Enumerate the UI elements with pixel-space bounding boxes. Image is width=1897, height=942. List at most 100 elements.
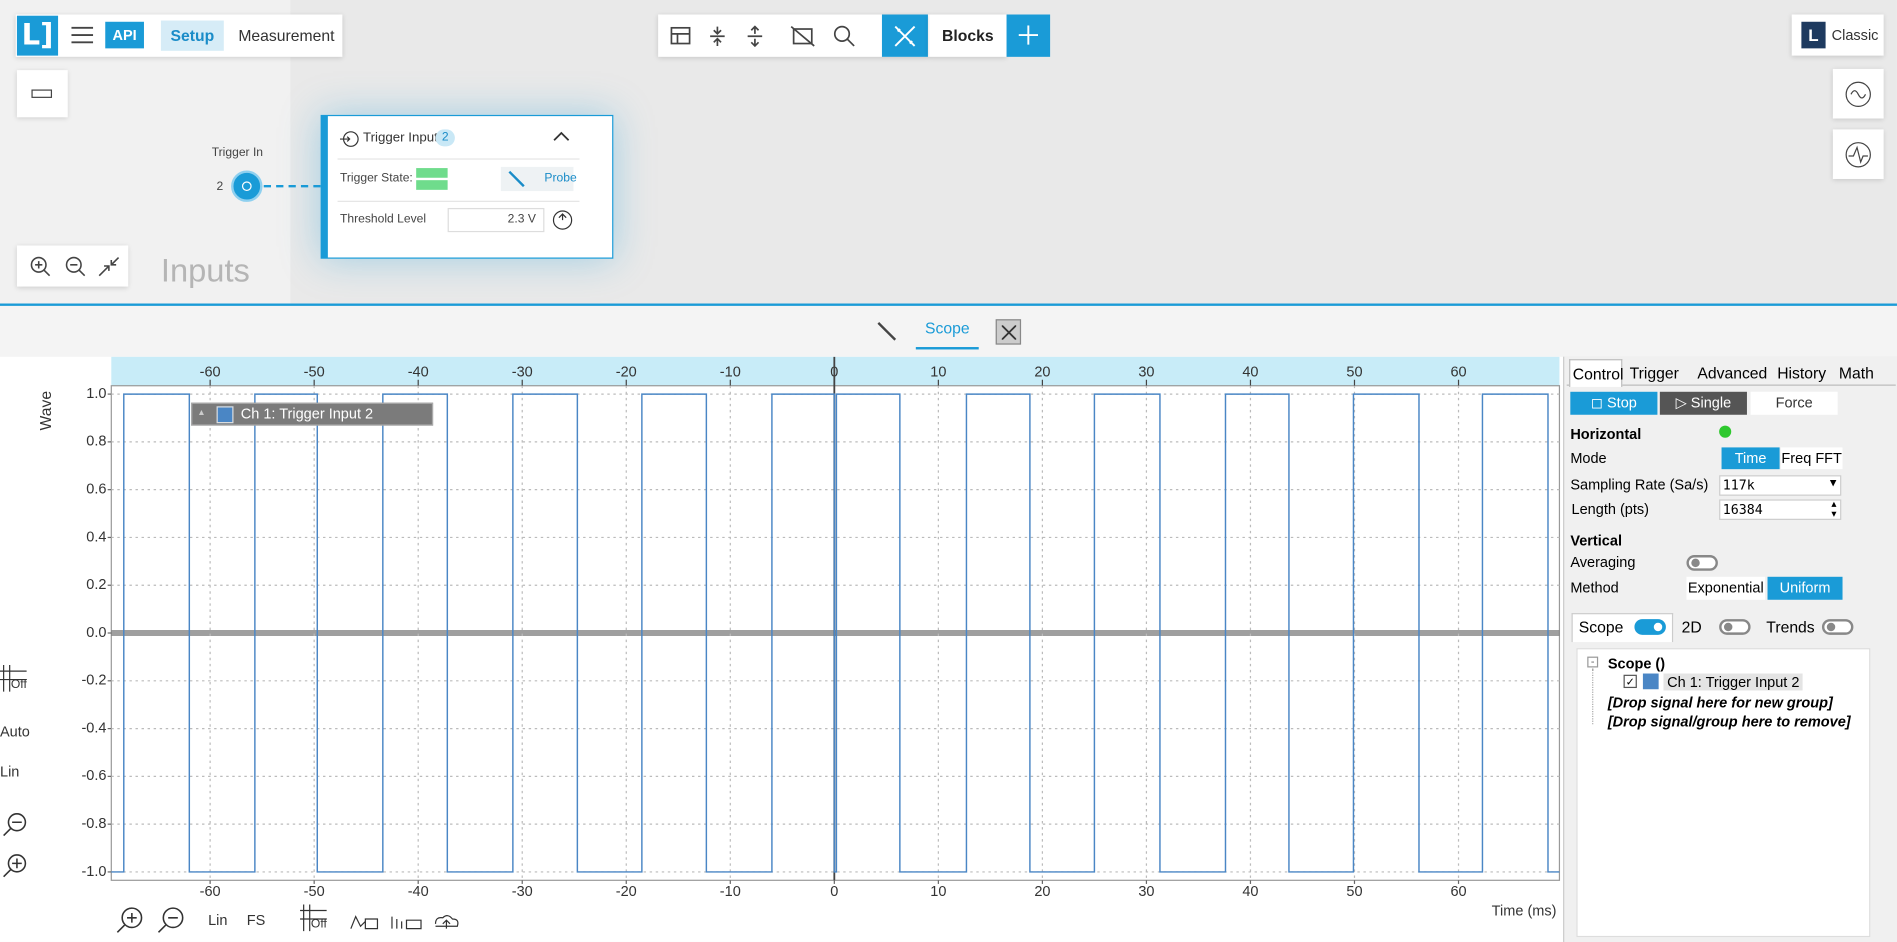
threshold-input[interactable]: 2.3 V bbox=[447, 207, 545, 233]
y-tick-label: -0.2 bbox=[81, 673, 106, 689]
sampling-value[interactable]: 117k bbox=[1722, 477, 1755, 494]
tab[interactable]: Trigger bbox=[1629, 363, 1679, 383]
tab[interactable]: History bbox=[1777, 363, 1827, 383]
subtab[interactable]: Trends bbox=[1766, 617, 1815, 637]
grid-label[interactable]: Off bbox=[10, 678, 27, 692]
series-line bbox=[111, 393, 1560, 873]
signal-tree: - Scope () ✓ Ch 1: Trigger Input 2 [Drop… bbox=[1576, 648, 1871, 938]
legend-label: Ch 1: Trigger Input 2 bbox=[240, 405, 374, 423]
stop-button[interactable]: ◻ Stop bbox=[1570, 391, 1658, 415]
menu-icon[interactable] bbox=[71, 25, 94, 44]
y-tick-label: 0.6 bbox=[86, 481, 106, 497]
single-button[interactable]: ▷ Single bbox=[1659, 391, 1747, 415]
y-zoom-icons[interactable] bbox=[2, 810, 31, 883]
length-input[interactable]: 16384 ▲ ▼ bbox=[1719, 499, 1842, 520]
tools-button[interactable] bbox=[881, 14, 928, 57]
tree-drop[interactable]: [Drop signal here for new group] bbox=[1607, 694, 1833, 712]
view-icons[interactable] bbox=[670, 25, 912, 48]
classic-button[interactable]: L Classic bbox=[1791, 14, 1884, 56]
tab[interactable]: Advanced bbox=[1697, 363, 1768, 383]
tree-drop[interactable]: [Drop signal/group here to remove] bbox=[1607, 713, 1851, 731]
y-tick-label: 0.0 bbox=[86, 625, 106, 641]
x-tick-label: 10 bbox=[930, 364, 946, 380]
tab[interactable]: Math bbox=[1838, 363, 1874, 383]
x-grid-label[interactable]: Off bbox=[310, 917, 327, 932]
tree-swatch bbox=[1642, 673, 1659, 690]
connection bbox=[263, 185, 321, 188]
scale-mode[interactable]: Auto bbox=[0, 723, 30, 741]
tree-root[interactable]: Scope () bbox=[1607, 655, 1666, 673]
averaging-toggle[interactable] bbox=[1686, 555, 1718, 571]
mode-option[interactable]: Freq FFT bbox=[1780, 447, 1843, 470]
section-label: Horizontal bbox=[1570, 425, 1642, 443]
signal-button[interactable] bbox=[1832, 68, 1884, 119]
setup-tab[interactable]: Setup bbox=[160, 20, 224, 51]
legend[interactable]: ▲ Ch 1: Trigger Input 2 bbox=[191, 402, 434, 426]
x-tick-label: -30 bbox=[512, 364, 533, 380]
length-value[interactable]: 16384 bbox=[1722, 501, 1763, 518]
axis-scale[interactable]: Lin bbox=[0, 763, 20, 780]
single-label[interactable]: Single bbox=[1690, 394, 1732, 412]
x-tick-label: 0 bbox=[830, 884, 838, 900]
sampling-select[interactable]: 117k ▼ bbox=[1719, 475, 1842, 496]
measurement-tab[interactable]: Measurement bbox=[238, 26, 335, 45]
force-button[interactable]: Force bbox=[1750, 391, 1838, 415]
section-label: Vertical bbox=[1570, 532, 1622, 549]
probe-button[interactable]: Probe bbox=[500, 166, 577, 192]
subtab[interactable]: 2D bbox=[1681, 617, 1702, 637]
x-tick-label: -10 bbox=[720, 364, 741, 380]
2d-toggle[interactable] bbox=[1719, 619, 1751, 635]
export-icons[interactable] bbox=[348, 909, 463, 933]
mode-option[interactable]: Time bbox=[1721, 447, 1780, 470]
subtab[interactable]: Scope bbox=[1578, 617, 1624, 637]
method-option[interactable]: Exponential bbox=[1686, 576, 1766, 600]
field-label: Method bbox=[1570, 579, 1619, 597]
y-tick-label: -0.8 bbox=[81, 816, 106, 832]
field-label: Mode bbox=[1570, 449, 1607, 467]
x-axis-label: Time (ms) bbox=[1491, 902, 1557, 919]
api-button[interactable]: API bbox=[105, 21, 144, 49]
x-grid-toggle[interactable]: Off bbox=[300, 904, 329, 933]
field-label: Length (pts) bbox=[1571, 500, 1650, 518]
x-tick-label: 20 bbox=[1034, 884, 1050, 900]
y-tick-label: 0.8 bbox=[86, 434, 106, 450]
stop-label[interactable]: Stop bbox=[1606, 394, 1637, 412]
y-tick-label: 0.4 bbox=[86, 529, 106, 545]
y-tick-label: -0.4 bbox=[81, 720, 106, 736]
section-title: Inputs bbox=[160, 252, 250, 289]
tree-signal[interactable]: Ch 1: Trigger Input 2 bbox=[1663, 673, 1804, 691]
add-button[interactable] bbox=[1006, 14, 1051, 57]
blocks-button[interactable]: Blocks bbox=[929, 14, 1007, 57]
trends-toggle[interactable] bbox=[1821, 619, 1854, 635]
logo[interactable]: L] bbox=[16, 15, 59, 56]
x-tick-label: -50 bbox=[304, 884, 325, 900]
keyboard-button[interactable] bbox=[16, 70, 68, 118]
checkbox[interactable]: ✓ bbox=[1623, 674, 1637, 689]
collapse-icon[interactable] bbox=[553, 131, 570, 143]
y-tick-label: -1.0 bbox=[81, 864, 106, 880]
legend-swatch bbox=[216, 406, 234, 424]
tab[interactable]: Control bbox=[1569, 359, 1623, 387]
x-tick-label: -20 bbox=[616, 884, 637, 900]
scope-toggle[interactable] bbox=[1634, 619, 1666, 635]
trigger-input-block[interactable]: Trigger Input 2 Trigger State: Probe Thr… bbox=[320, 114, 614, 259]
trigger-in-port[interactable] bbox=[231, 170, 263, 202]
scope-button[interactable] bbox=[1832, 129, 1884, 179]
classic-label[interactable]: Classic bbox=[1831, 26, 1879, 44]
x-range-mode[interactable]: FS bbox=[246, 911, 266, 929]
block-title: Trigger Input bbox=[362, 130, 438, 146]
probe-label[interactable]: Probe bbox=[544, 171, 577, 186]
method-option[interactable]: Uniform bbox=[1767, 576, 1843, 600]
divider bbox=[0, 303, 1897, 306]
x-axis-scale[interactable]: Lin bbox=[208, 911, 228, 929]
close-button[interactable] bbox=[995, 319, 1022, 345]
main-toolbar: L] API Setup Measurement bbox=[15, 14, 343, 57]
field-label: Averaging bbox=[1570, 553, 1636, 571]
x-tick-label: -60 bbox=[200, 884, 221, 900]
threshold-label: Threshold Level bbox=[339, 212, 427, 227]
edit-icon[interactable] bbox=[876, 320, 898, 342]
x-zoom-icons[interactable] bbox=[115, 904, 188, 935]
x-tick-label: -40 bbox=[408, 364, 429, 380]
scope-tab[interactable]: Scope bbox=[915, 319, 979, 350]
x-tick-label: -20 bbox=[616, 364, 637, 380]
